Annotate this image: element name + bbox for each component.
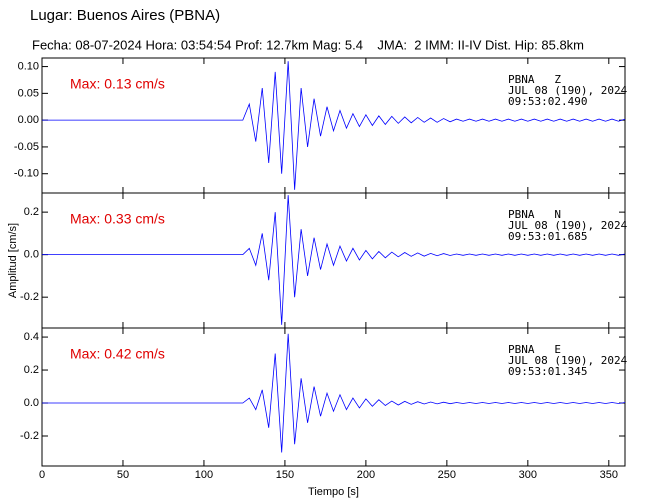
y-tick-label: -0.2 [20, 291, 39, 303]
y-tick-label: 0.00 [18, 114, 39, 126]
station-label: JUL 08 (190), 2024 [508, 354, 628, 367]
trace [42, 333, 626, 453]
station-label: 09:53:01.345 [508, 365, 587, 378]
x-tick-label: 250 [438, 469, 456, 481]
y-tick-label: 0.0 [24, 397, 39, 409]
panel-frame [41, 327, 626, 467]
title: Lugar: Buenos Aires (PBNA) [30, 7, 220, 24]
x-tick-label: 350 [600, 469, 618, 481]
x-tick-label: 300 [519, 469, 537, 481]
y-tick-label: 0.0 [24, 249, 39, 261]
trace [42, 195, 626, 325]
x-tick-label: 200 [357, 469, 375, 481]
y-tick-label: 0.4 [24, 331, 39, 343]
y-tick-label: 0.2 [24, 364, 39, 376]
station-label: JUL 08 (190), 2024 [508, 219, 628, 232]
y-tick-label: -0.05 [14, 141, 39, 153]
x-tick-label: 0 [39, 469, 45, 481]
x-axis-label: Tiempo [s] [308, 486, 359, 498]
y-axis-label: Amplitud [cm/s] [7, 223, 19, 298]
y-tick-label: -0.10 [14, 168, 39, 180]
station-label: PBNA N [508, 208, 561, 221]
max-label: Max: 0.42 cm/s [70, 346, 165, 362]
y-tick-label: 0.2 [24, 206, 39, 218]
station-label: 09:53:02.490 [508, 95, 587, 108]
y-tick-label: 0.05 [18, 87, 39, 99]
station-label: PBNA Z [508, 73, 561, 86]
station-label: PBNA E [508, 343, 561, 356]
station-label: JUL 08 (190), 2024 [508, 84, 628, 97]
max-label: Max: 0.33 cm/s [70, 211, 165, 227]
x-tick-label: 150 [276, 469, 294, 481]
x-tick-label: 100 [195, 469, 213, 481]
y-tick-label: -0.2 [20, 430, 39, 442]
x-tick-label: 50 [117, 469, 129, 481]
y-tick-label: 0.10 [18, 60, 39, 72]
max-label: Max: 0.13 cm/s [70, 76, 165, 92]
station-label: 09:53:01.685 [508, 230, 587, 243]
subtitle: Fecha: 08-07-2024 Hora: 03:54:54 Prof: 1… [32, 37, 584, 52]
trace [42, 61, 626, 190]
